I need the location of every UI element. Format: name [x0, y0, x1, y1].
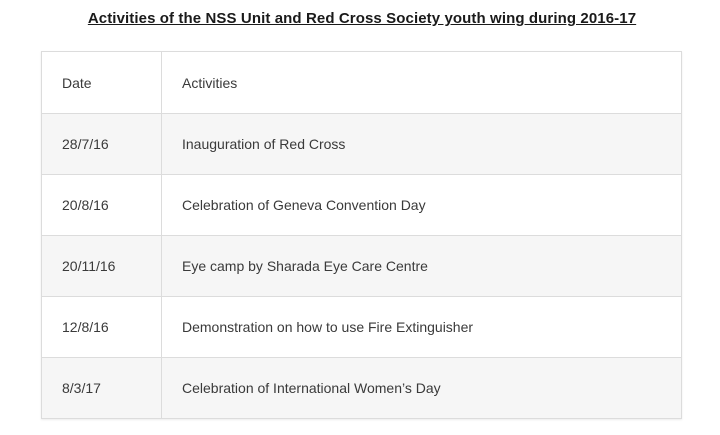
header-date: Date — [42, 52, 162, 113]
page-title: Activities of the NSS Unit and Red Cross… — [87, 10, 637, 27]
activity-cell: Eye camp by Sharada Eye Care Centre — [182, 258, 428, 274]
header-activities: Activities — [182, 74, 238, 91]
date-cell: 12/8/16 — [42, 297, 162, 357]
date-cell: 20/8/16 — [42, 175, 162, 235]
date-cell: 28/7/16 — [42, 114, 162, 174]
table-row: 8/3/17 Celebration of International Wome… — [42, 357, 681, 418]
date-cell: 8/3/17 — [42, 358, 162, 418]
table-row: 20/8/16 Celebration of Geneva Convention… — [42, 174, 681, 235]
activity-cell: Celebration of International Women’s Day — [182, 380, 441, 396]
table-row: 20/11/16 Eye camp by Sharada Eye Care Ce… — [42, 235, 681, 296]
activities-table: Date Activities 28/7/16 Inauguration of … — [41, 51, 682, 419]
activity-cell: Demonstration on how to use Fire Extingu… — [182, 319, 474, 335]
table-header-row: Date Activities — [42, 52, 681, 113]
table-row: 28/7/16 Inauguration of Red Cross — [42, 113, 681, 174]
table-row: 12/8/16 Demonstration on how to use Fire… — [42, 296, 681, 357]
activity-cell: Celebration of Geneva Convention Day — [182, 197, 426, 213]
activity-cell: Inauguration of Red Cross — [182, 136, 346, 152]
date-cell: 20/11/16 — [42, 236, 162, 296]
